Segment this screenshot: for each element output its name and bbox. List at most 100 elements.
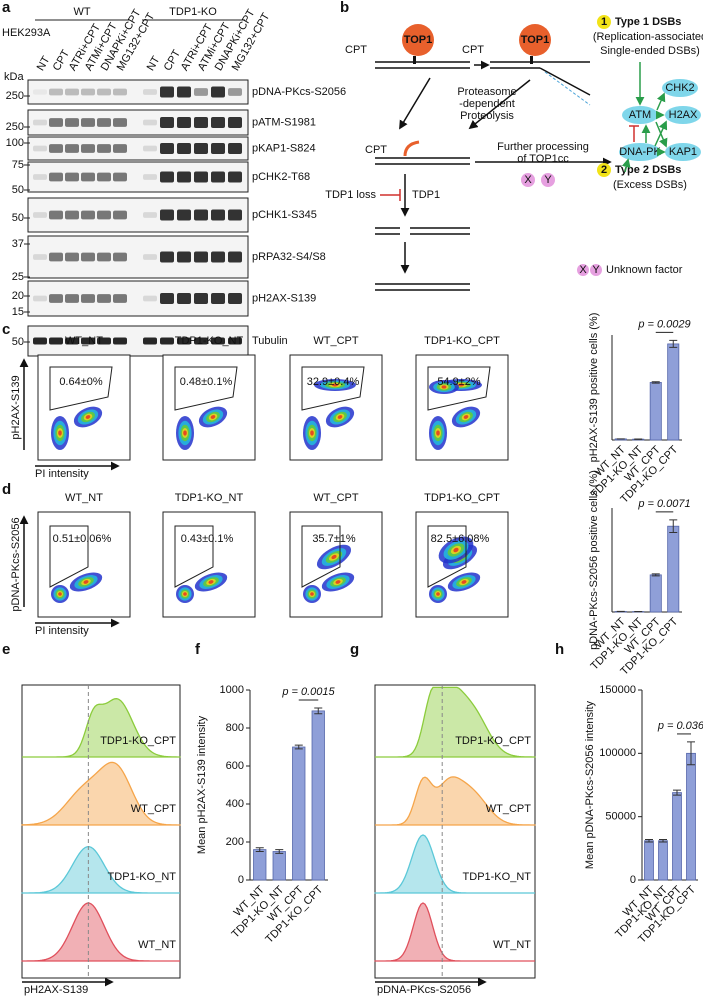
label: X (579, 264, 587, 276)
gate (174, 366, 238, 411)
p-value: p = 0.0015 (281, 686, 335, 698)
flow-scatter (176, 572, 228, 603)
band (65, 144, 79, 153)
band (65, 118, 79, 127)
y-tick-label: 100000 (599, 747, 636, 759)
y-axis-title: pH2AX-S139 positive cells (%) (588, 313, 600, 463)
gate (427, 525, 467, 588)
error-bar (687, 741, 695, 766)
band (97, 88, 111, 96)
panel-label: d (2, 481, 11, 498)
band (143, 174, 157, 180)
cpt-mark (530, 56, 533, 64)
label: 82.5±6.08% (431, 533, 490, 545)
label: pDNA-PKcs-S2056 (377, 984, 471, 996)
panel-label: g (350, 641, 359, 658)
label: H2AX (669, 109, 698, 121)
band (228, 171, 242, 183)
label: TDP1-KO_NT (463, 871, 532, 883)
density (436, 592, 440, 596)
error-bar (669, 519, 678, 534)
band (194, 143, 208, 154)
density (453, 547, 459, 553)
histogram-track (21, 761, 181, 826)
histogram-frame (21, 684, 181, 979)
band (194, 209, 208, 221)
band (65, 210, 79, 220)
histogram-track (374, 834, 535, 894)
panel-label: f (195, 641, 201, 658)
label: 0.43±0.1% (181, 533, 234, 545)
arrow (399, 77, 431, 130)
y-tick-label: 200 (226, 836, 244, 848)
mw-marker: 250 (6, 90, 24, 102)
band (143, 254, 157, 260)
band (113, 118, 127, 127)
gate (174, 525, 214, 588)
band (65, 337, 79, 345)
bar (672, 792, 682, 881)
flow-scatter (51, 572, 103, 603)
band (81, 118, 95, 127)
band (49, 294, 63, 303)
band (81, 337, 95, 345)
p-value: p = 0.0029 (637, 318, 690, 330)
num-badge (597, 15, 611, 29)
label: Y (592, 264, 600, 276)
band (143, 337, 157, 345)
bar (253, 849, 267, 881)
label: CPT (345, 44, 367, 56)
band (177, 337, 191, 345)
band (143, 89, 157, 95)
band (33, 89, 47, 95)
node (665, 143, 701, 161)
band (211, 293, 225, 304)
factor (590, 264, 602, 276)
label: DNA-PK (619, 146, 661, 158)
flow-scatter (51, 406, 103, 450)
mw-marker: 50 (12, 212, 24, 224)
panel-label: b (340, 0, 349, 16)
band (228, 209, 242, 221)
y-axis-title: Mean pH2AX-S139 intensity (196, 715, 208, 854)
band (211, 209, 225, 221)
band (211, 117, 225, 128)
band (65, 88, 79, 96)
label: TDP1-KO_NT (175, 335, 244, 347)
band (81, 172, 95, 182)
density (83, 580, 89, 584)
band (194, 117, 208, 128)
panel-label: h (555, 641, 564, 658)
label: PI intensity (35, 625, 89, 637)
label: ATM (629, 109, 651, 121)
node (662, 79, 698, 97)
label: WT_CPT (486, 803, 532, 815)
label: HEK293A (2, 27, 51, 39)
band (113, 144, 127, 153)
lane-label: NT (35, 54, 53, 73)
mw-marker: 100 (6, 137, 24, 149)
bar (649, 382, 662, 441)
band (97, 337, 111, 345)
error-bar (255, 847, 264, 852)
label: Type 1 DSBs (615, 16, 681, 28)
density (85, 415, 91, 419)
node (622, 106, 658, 124)
panel-label: c (2, 321, 10, 338)
label: X (524, 174, 532, 186)
band (49, 172, 63, 182)
band (65, 294, 79, 303)
histogram-track (22, 698, 181, 758)
label: 0.51±0.06% (53, 533, 112, 545)
band (160, 171, 174, 183)
band (49, 144, 63, 153)
band (160, 117, 174, 128)
band (143, 145, 157, 152)
band (81, 252, 95, 262)
histogram-frame (374, 684, 536, 979)
density (58, 592, 62, 596)
p-value: p = 0.0364 (657, 720, 703, 732)
flow-scatter (429, 379, 482, 450)
band (194, 171, 208, 183)
label: Further processing (497, 141, 589, 153)
